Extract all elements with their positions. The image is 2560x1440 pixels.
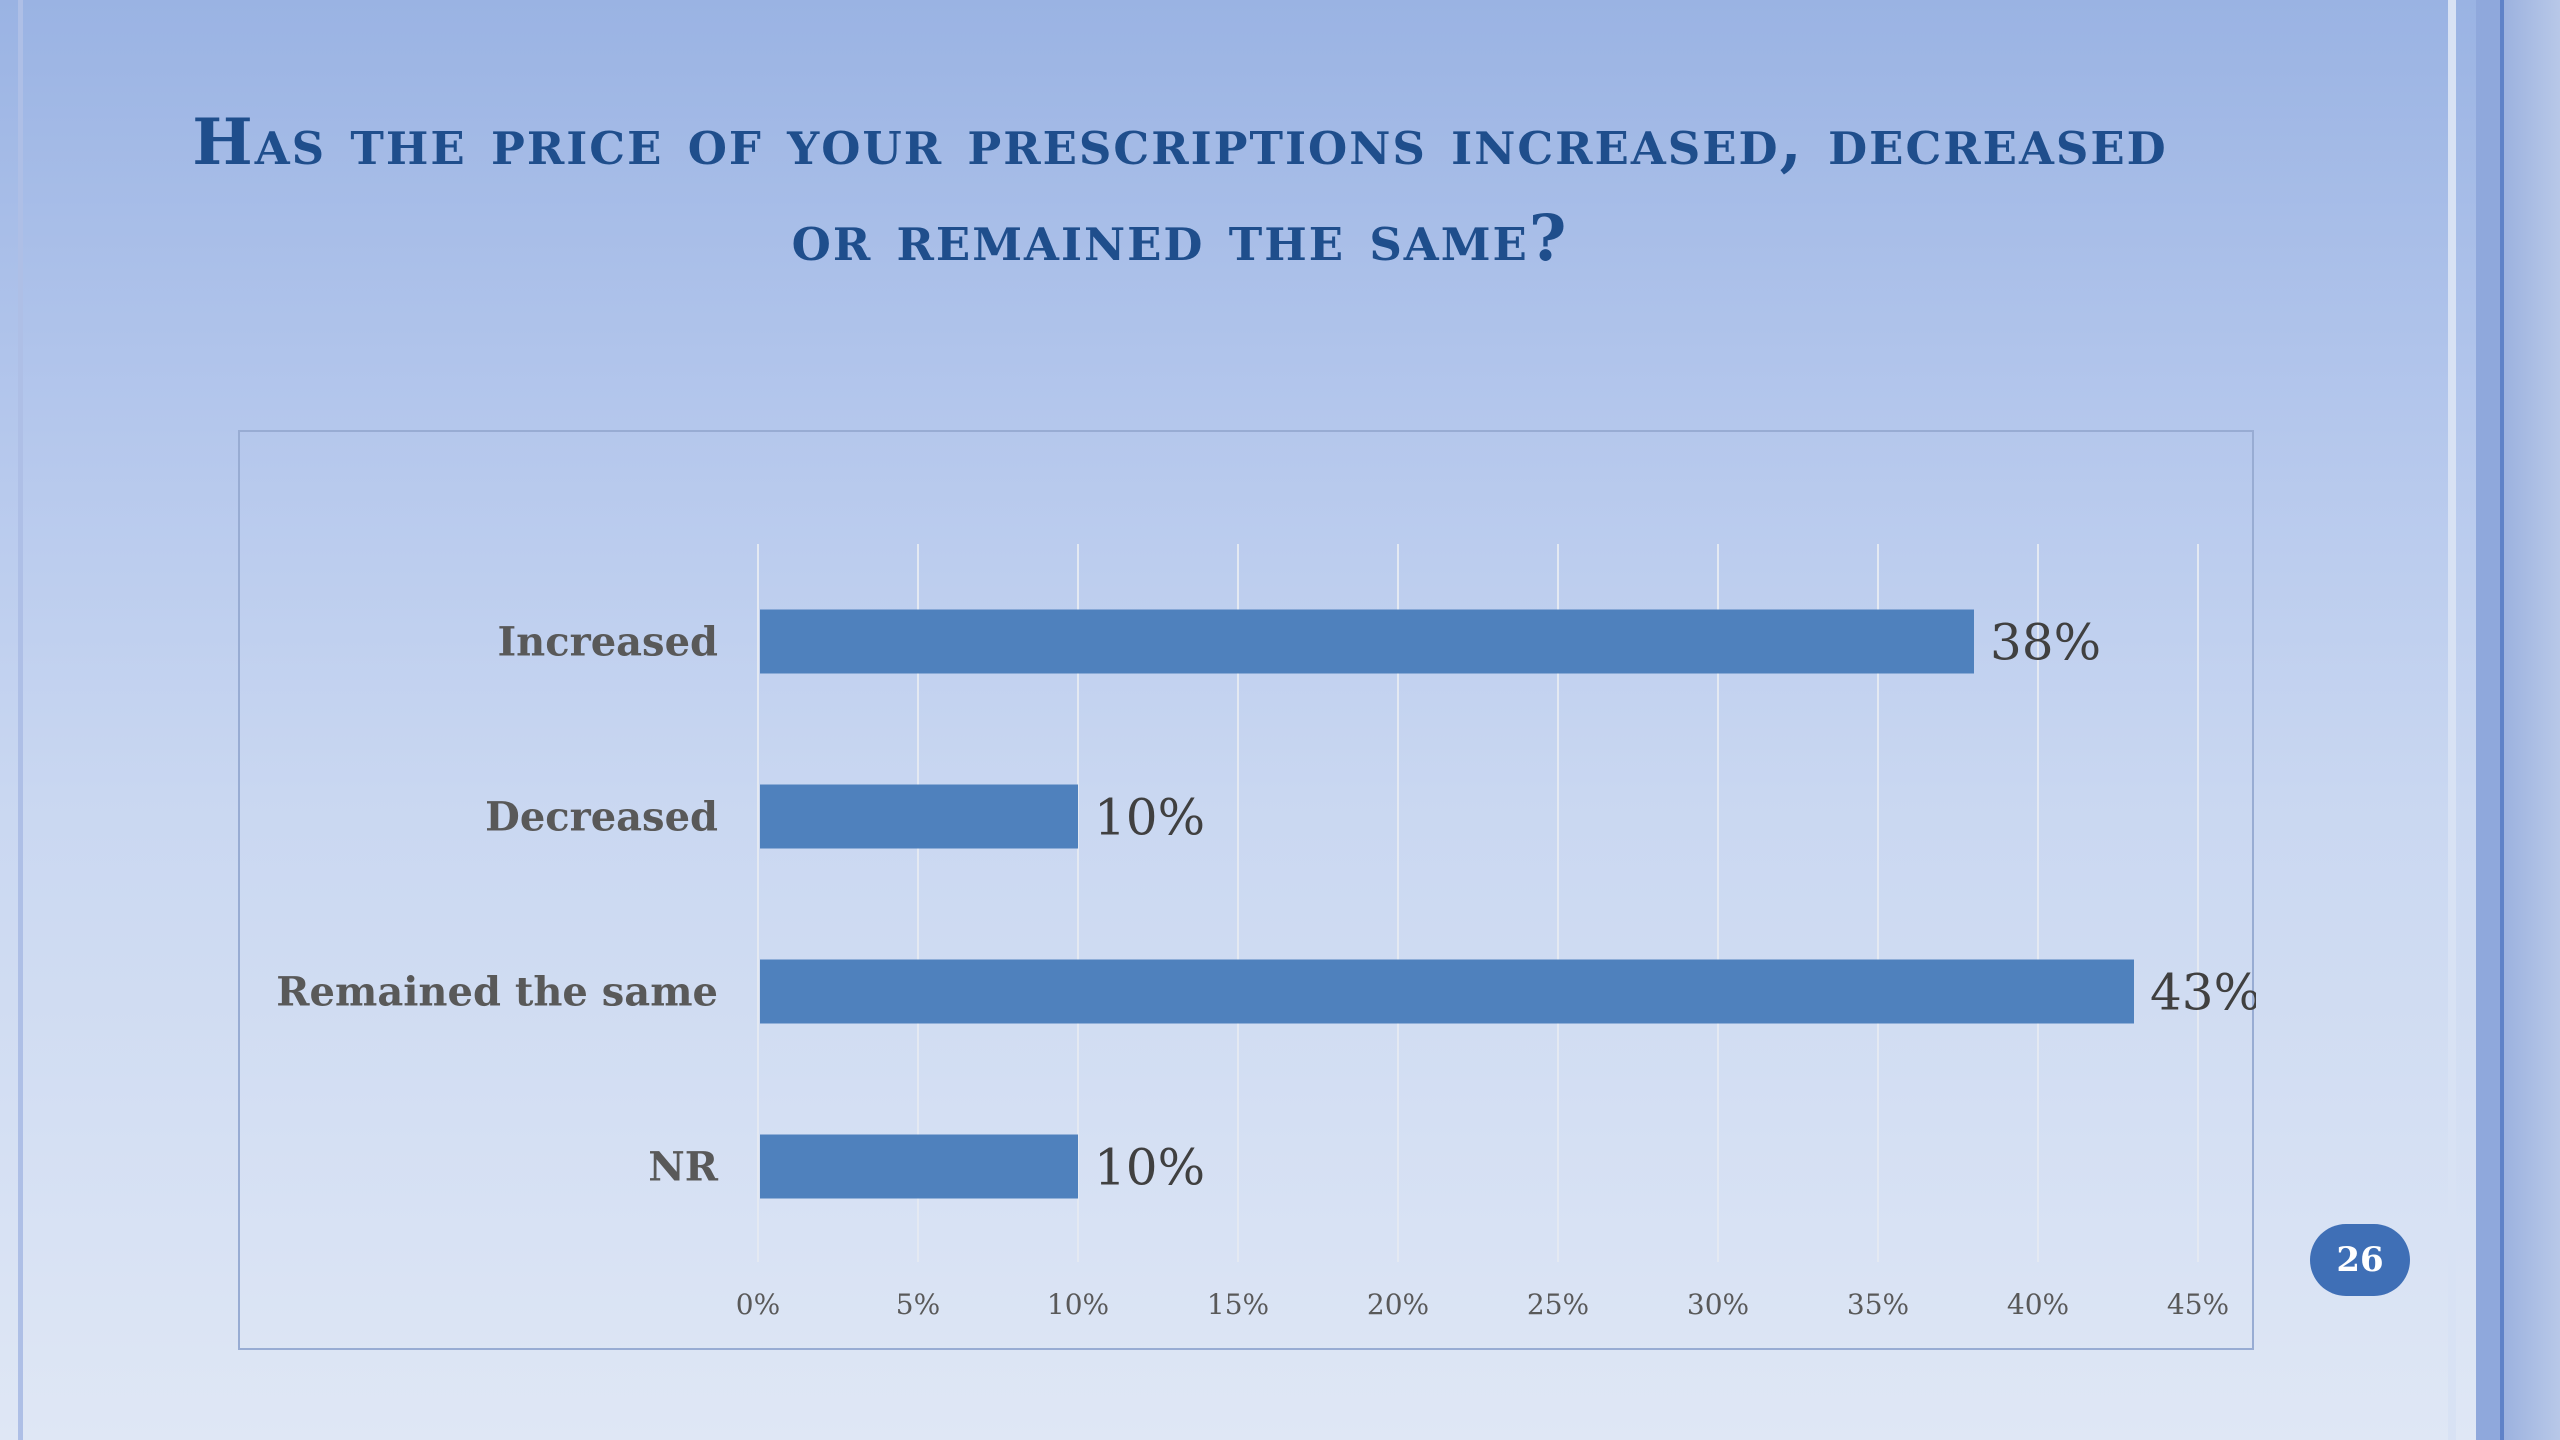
chart-frame: 0% 5% 10% 15% 20% 25% 30% 35% 40% 45% Increased 38%… — [238, 430, 2256, 1350]
slide-title: Has the price of your prescriptions incr… — [192, 105, 2168, 276]
x-tick-label: 10% — [1047, 1288, 1109, 1321]
data-label: 38% — [1990, 614, 2101, 672]
right-decorative-stripe — [2476, 0, 2500, 1440]
bar-chart: 0% 5% 10% 15% 20% 25% 30% 35% 40% 45% Increased 38%… — [276, 544, 2256, 1321]
x-tick-label: 45% — [2167, 1288, 2229, 1321]
right-decorative-stripe — [2500, 0, 2504, 1440]
category-label: Increased — [497, 619, 718, 666]
page-number-badge: 26 — [2310, 1224, 2410, 1296]
bar — [760, 784, 1078, 849]
x-tick-label: 20% — [1367, 1288, 1429, 1321]
x-tick-label: 30% — [1687, 1288, 1749, 1321]
bar — [760, 959, 2134, 1024]
bar — [760, 1134, 1078, 1199]
left-decorative-rule — [18, 0, 23, 1440]
category-label: Remained the same — [276, 969, 718, 1016]
x-tick-label: 15% — [1207, 1288, 1269, 1321]
right-decorative-stripe — [2504, 0, 2560, 1440]
category-label: NR — [648, 1144, 719, 1191]
x-tick-label: 25% — [1527, 1288, 1589, 1321]
data-label: 10% — [1094, 789, 1205, 847]
x-tick-label: 35% — [1847, 1288, 1909, 1321]
bar — [760, 609, 1974, 674]
data-label: 10% — [1094, 1139, 1205, 1197]
x-tick-label: 0% — [736, 1288, 780, 1321]
x-tick-label: 5% — [896, 1288, 940, 1321]
data-label: 43% — [2150, 964, 2256, 1022]
x-tick-label: 40% — [2007, 1288, 2069, 1321]
category-label: Decreased — [485, 794, 718, 841]
right-decorative-stripe — [2448, 0, 2456, 1440]
